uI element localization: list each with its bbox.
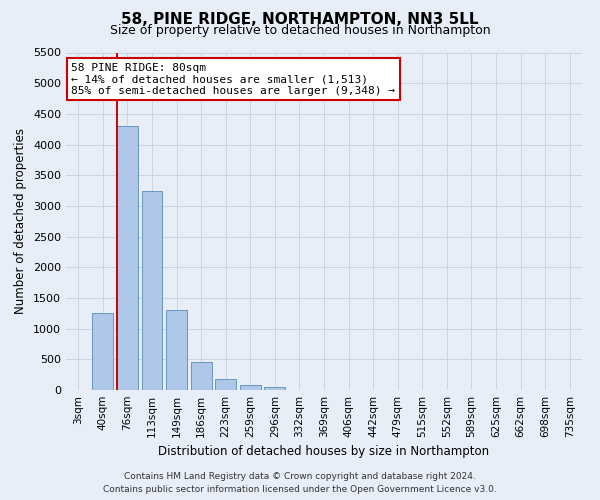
Text: 58 PINE RIDGE: 80sqm
← 14% of detached houses are smaller (1,513)
85% of semi-de: 58 PINE RIDGE: 80sqm ← 14% of detached h… [71,62,395,96]
Bar [92,314,113,390]
Bar [166,310,187,390]
Bar [215,380,236,390]
Text: Size of property relative to detached houses in Northampton: Size of property relative to detached ho… [110,24,490,37]
Bar [240,386,261,390]
X-axis label: Distribution of detached houses by size in Northampton: Distribution of detached houses by size … [158,446,490,458]
Bar [191,362,212,390]
Text: Contains HM Land Registry data © Crown copyright and database right 2024.
Contai: Contains HM Land Registry data © Crown c… [103,472,497,494]
Y-axis label: Number of detached properties: Number of detached properties [14,128,28,314]
Text: 58, PINE RIDGE, NORTHAMPTON, NN3 5LL: 58, PINE RIDGE, NORTHAMPTON, NN3 5LL [121,12,479,27]
Bar [117,126,138,390]
Bar [142,190,163,390]
Bar [265,387,286,390]
